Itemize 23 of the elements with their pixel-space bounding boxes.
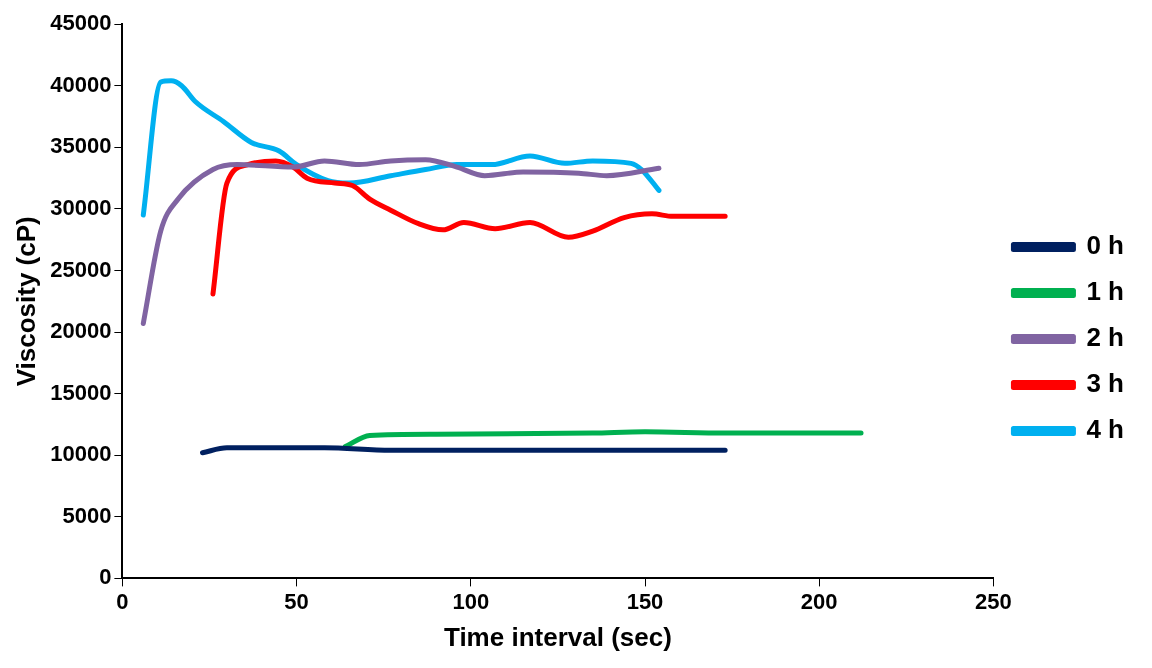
x-tick-label: 0: [116, 588, 129, 614]
y-tick-label: 5000: [62, 502, 112, 528]
y-tick-label: 40000: [50, 71, 112, 97]
legend-label: 3 h: [1086, 368, 1125, 399]
y-tick-label: 0: [99, 564, 112, 590]
y-tick-label: 20000: [50, 318, 112, 344]
legend-label: 0 h: [1086, 230, 1125, 261]
legend-label: 1 h: [1086, 276, 1125, 307]
x-tick-label: 250: [975, 588, 1012, 614]
y-tick-label: 10000: [50, 441, 112, 467]
x-tick-label: 100: [452, 588, 490, 614]
x-tick-label: 50: [284, 588, 309, 614]
legend-label: 2 h: [1086, 322, 1125, 353]
y-axis-title: Viscosity (cP): [10, 216, 41, 387]
legend-label: 4 h: [1086, 414, 1125, 445]
x-tick-label: 200: [800, 588, 838, 614]
y-tick-label: 45000: [50, 10, 112, 36]
y-tick-label: 25000: [50, 256, 112, 282]
y-tick-label: 15000: [50, 379, 112, 405]
x-tick-label: 150: [626, 588, 664, 614]
y-tick-label: 30000: [50, 195, 112, 220]
y-tick-label: 35000: [50, 133, 112, 159]
x-axis-title: Time interval (sec): [443, 621, 672, 652]
